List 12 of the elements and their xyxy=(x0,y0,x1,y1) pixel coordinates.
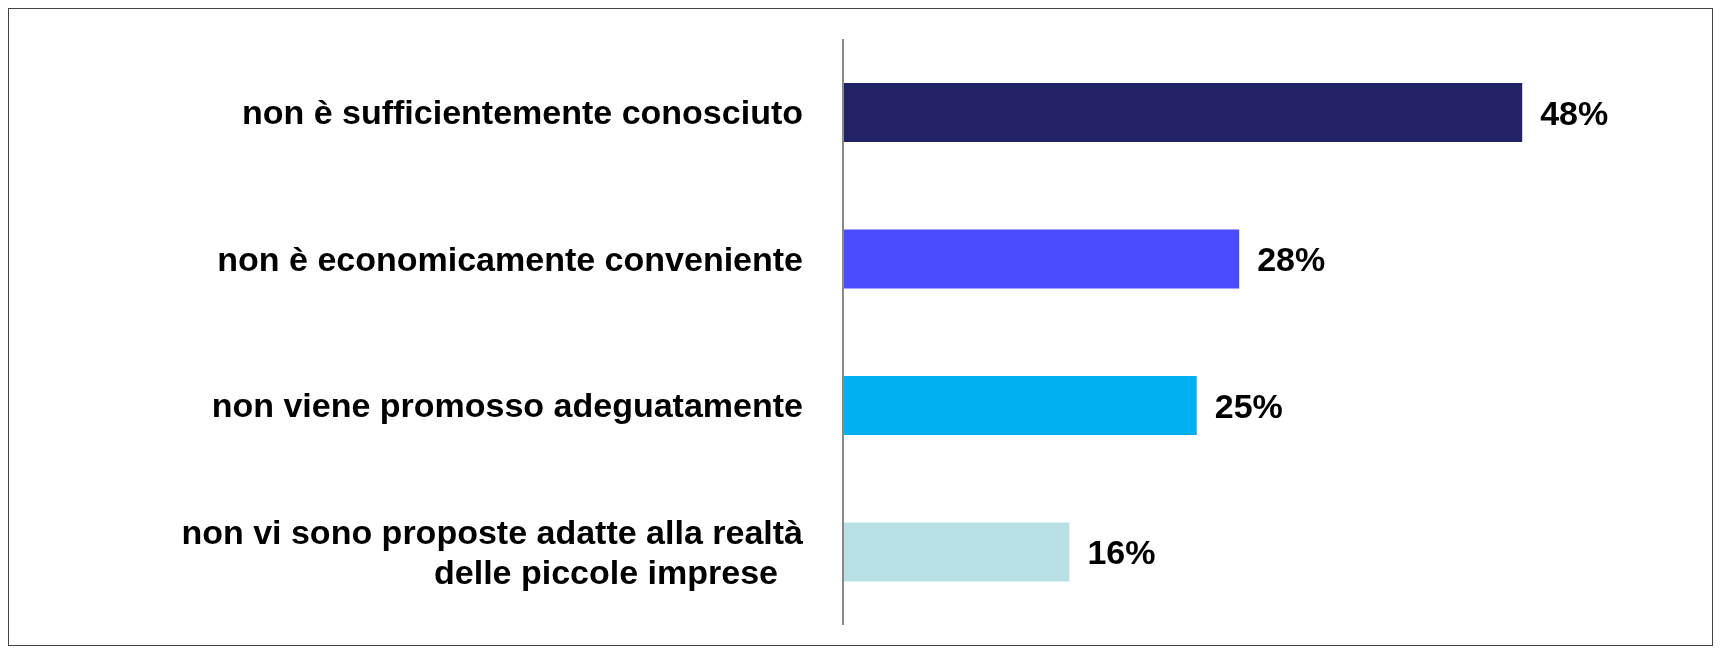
y-tick-label: non è economicamente conveniente xyxy=(217,239,803,278)
bar xyxy=(843,522,1070,582)
bar xyxy=(843,376,1197,435)
bar xyxy=(843,83,1523,142)
data-label: 16% xyxy=(1087,533,1156,572)
y-tick-label: non è sufficientemente conosciuto xyxy=(241,93,803,132)
bar xyxy=(843,229,1240,289)
data-label: 48% xyxy=(1540,93,1609,132)
y-tick-label: non viene promosso adeguatamente xyxy=(211,386,803,425)
data-label: 25% xyxy=(1214,386,1283,425)
data-label: 28% xyxy=(1257,240,1326,279)
y-tick-label: non vi sono proposte adatte alla realtà delle piccole imprese xyxy=(181,512,804,591)
